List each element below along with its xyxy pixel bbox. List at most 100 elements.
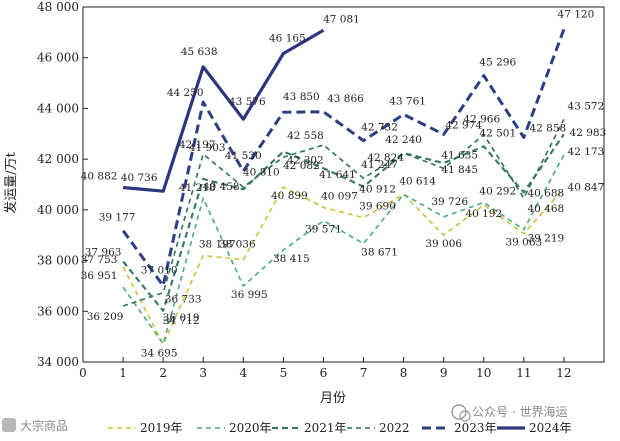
x-tick-label: 6 <box>320 366 328 380</box>
series-line-2023年 <box>121 28 566 288</box>
y-tick-label: 40 000 <box>37 203 79 217</box>
data-label: 45 296 <box>479 57 516 69</box>
data-label: 36 951 <box>81 270 118 282</box>
legend-label: 2020年 <box>229 421 272 435</box>
legend-label: 2022 <box>379 421 410 435</box>
x-tick-label: 2 <box>159 366 167 380</box>
watermark-logo-icon <box>2 418 16 432</box>
data-label: 40 810 <box>243 166 280 178</box>
x-tick-label: 5 <box>280 366 288 380</box>
data-label: 36 019 <box>163 312 200 324</box>
data-label: 43 761 <box>389 95 426 107</box>
data-label: 41 247 <box>361 159 398 171</box>
y-tick-label: 34 000 <box>37 355 79 369</box>
plot-area <box>82 6 605 363</box>
data-label: 40 097 <box>321 190 358 202</box>
x-tick-label: 10 <box>476 366 491 380</box>
y-tick-label: 46 000 <box>37 51 79 65</box>
data-label: 43 850 <box>283 91 320 103</box>
watermark-right-text: 公众号 · 世界海运 <box>472 404 567 419</box>
series-line-2024年 <box>122 28 325 193</box>
wechat-icon-inner <box>459 410 471 422</box>
y-tick-label: 48 000 <box>37 0 79 14</box>
data-label: 40 847 <box>568 181 605 193</box>
x-tick-label: 8 <box>400 366 408 380</box>
data-label: 42 858 <box>529 122 566 134</box>
data-label: 42 082 <box>283 160 320 172</box>
data-label: 37 963 <box>85 247 122 259</box>
y-tick-label: 42 000 <box>37 152 79 166</box>
data-label: 43 576 <box>229 96 266 108</box>
data-label: 43 572 <box>568 100 605 112</box>
data-label: 38 036 <box>219 239 256 251</box>
x-tick-label: 11 <box>516 366 531 380</box>
data-label: 39 726 <box>431 196 468 208</box>
y-axis: 34 000 36 000 38 000 40 000 42 000 44 000 46 0… <box>37 0 88 369</box>
data-label: 41 903 <box>189 142 226 154</box>
x-tick-label: 3 <box>199 366 207 380</box>
x-tick-label: 0 <box>79 366 87 380</box>
x-tick-label: 7 <box>360 366 368 380</box>
data-label: 41 635 <box>441 149 478 161</box>
data-label: 39 006 <box>425 238 462 250</box>
series-layer <box>121 28 566 346</box>
data-label: 42 173 <box>568 146 605 158</box>
data-label: 40 458 <box>203 181 240 193</box>
legend-label: 2024年 <box>529 421 572 435</box>
data-label: 39 063 <box>505 237 542 249</box>
data-label: 37 753 <box>81 254 118 266</box>
x-tick-label: 12 <box>556 366 571 380</box>
data-label: 37 010 <box>141 265 178 277</box>
series-line-2021年 <box>122 133 565 312</box>
data-label: 41 641 <box>319 169 356 181</box>
watermark-left: 大宗商品 <box>2 418 68 433</box>
series-line-2019年 <box>122 186 565 346</box>
data-label: 40 736 <box>121 172 158 184</box>
data-label: 36 733 <box>165 294 202 306</box>
watermark-left-text: 大宗商品 <box>20 418 68 433</box>
y-axis-title: 发运量/万t <box>3 151 19 213</box>
data-label: 39 177 <box>99 212 136 224</box>
legend-label: 2023年 <box>454 421 497 435</box>
data-label: 34 712 <box>163 315 200 327</box>
data-label: 43 866 <box>327 93 364 105</box>
data-label: 40 614 <box>399 175 436 187</box>
x-axis: 0 1 2 3 4 5 6 7 8 9 10 11 12 <box>79 357 572 380</box>
data-label: 40 468 <box>527 203 564 215</box>
data-label: 42 824 <box>367 152 404 164</box>
data-label: 39 690 <box>359 201 396 213</box>
data-label: 44 250 <box>167 87 204 99</box>
data-label: 42 558 <box>287 130 324 142</box>
y-tick-label: 38 000 <box>37 254 79 268</box>
watermark-right: 公众号 · 世界海运 <box>451 404 567 422</box>
data-label: 42 501 <box>479 127 516 139</box>
data-label: 47 081 <box>323 13 360 25</box>
data-label: 38 415 <box>273 253 310 265</box>
data-label: 46 165 <box>269 33 306 45</box>
data-label: 36 995 <box>231 289 268 301</box>
data-label: 42 966 <box>463 114 500 126</box>
x-tick-label: 4 <box>239 366 247 380</box>
y-tick-label: 36 000 <box>37 304 79 318</box>
legend-label: 2019年 <box>140 421 183 435</box>
x-tick-label: 9 <box>440 366 448 380</box>
data-label: 39 571 <box>305 224 342 236</box>
data-label: 38 671 <box>361 247 398 259</box>
wechat-icon <box>451 404 467 420</box>
data-label: 42 240 <box>385 134 422 146</box>
data-label: 42 732 <box>361 122 398 134</box>
data-label: 38 197 <box>199 239 236 251</box>
data-label: 41 218 <box>179 182 216 194</box>
x-tick-label: 1 <box>119 366 127 380</box>
y-tick-label: 44 000 <box>37 101 79 115</box>
data-label: 34 695 <box>141 347 178 359</box>
legend-label: 2021年 <box>304 421 347 435</box>
data-label: 39 219 <box>527 233 564 245</box>
data-label: 47 120 <box>558 8 595 20</box>
data-label: 40 688 <box>527 187 564 199</box>
data-label: 45 638 <box>181 46 218 58</box>
data-label: 41 530 <box>225 150 262 162</box>
data-label: 36 209 <box>87 311 124 323</box>
series-line-2020年 <box>122 154 565 345</box>
